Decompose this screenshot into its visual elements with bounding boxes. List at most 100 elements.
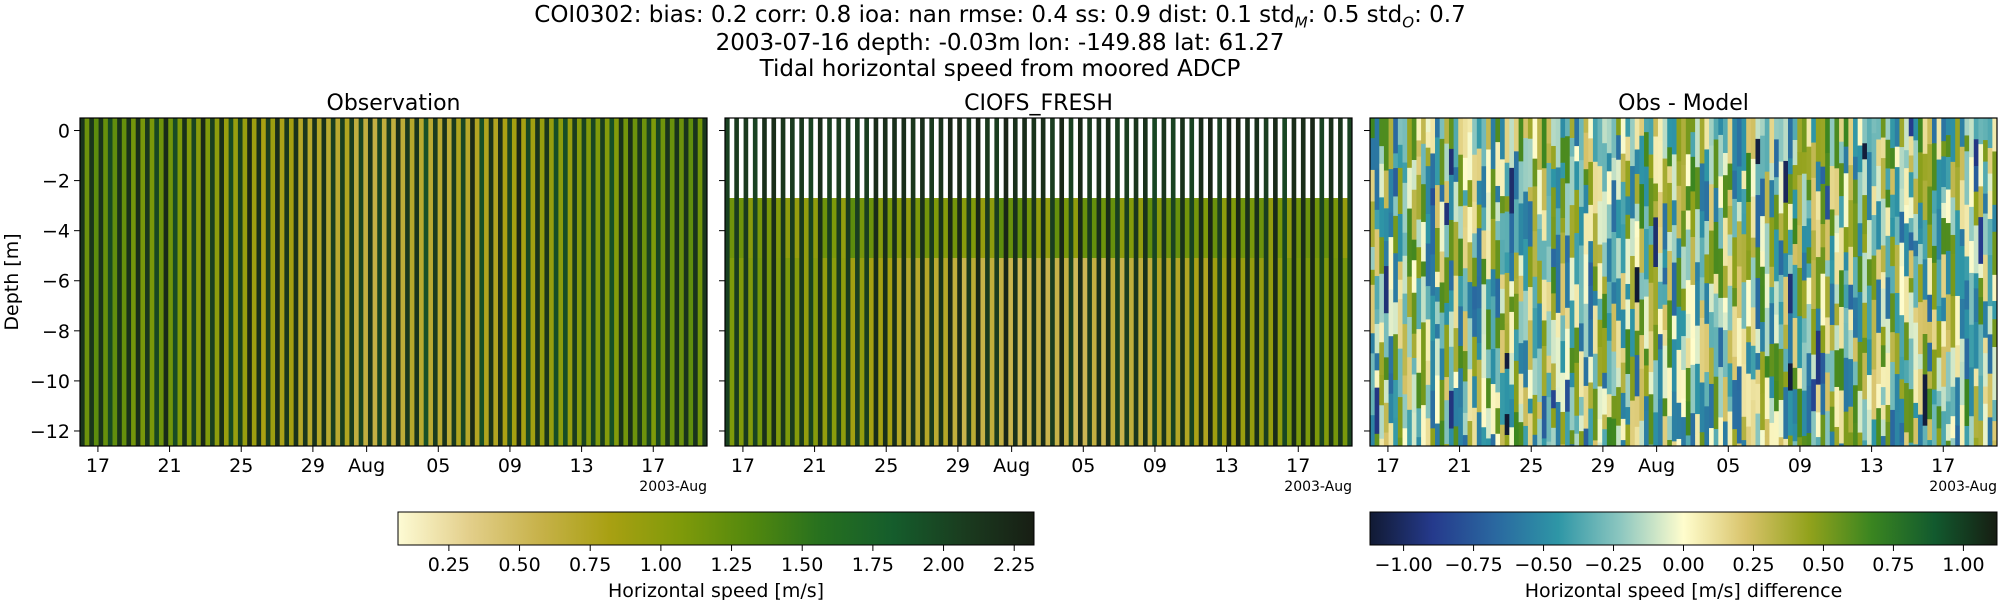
heatmap-cell bbox=[1425, 444, 1431, 447]
heatmap-cell bbox=[1736, 266, 1742, 319]
heatmap-cell bbox=[1699, 317, 1705, 340]
heatmap-stripe-top bbox=[1286, 118, 1293, 198]
heatmap-stripe bbox=[275, 118, 281, 446]
heatmap-stripe-bottom bbox=[1184, 258, 1190, 446]
heatmap-cell bbox=[1894, 167, 1900, 218]
heatmap-cell bbox=[1699, 432, 1705, 447]
heatmap-stripe bbox=[377, 118, 383, 446]
heatmap-stripe-mid bbox=[1268, 198, 1274, 258]
heatmap-cell bbox=[1551, 168, 1557, 188]
heatmap-stripe-bottom bbox=[896, 258, 902, 446]
heatmap-stripe bbox=[428, 118, 434, 446]
heatmap-cell bbox=[1774, 139, 1780, 178]
heatmap-cell bbox=[1760, 251, 1766, 268]
heatmap-cell bbox=[1880, 387, 1886, 406]
heatmap-cell bbox=[1885, 235, 1891, 278]
heatmap-cell bbox=[1955, 257, 1961, 297]
heatmap-cell bbox=[1495, 202, 1501, 222]
heatmap-stripe bbox=[330, 118, 336, 446]
heatmap-stripe bbox=[539, 118, 545, 446]
heatmap-cell bbox=[1894, 411, 1900, 447]
heatmap-cell bbox=[1718, 367, 1724, 418]
heatmap-cell bbox=[1727, 285, 1733, 331]
heatmap-cell bbox=[1546, 118, 1552, 144]
heatmap-cell bbox=[1662, 345, 1668, 399]
heatmap-cell bbox=[1866, 199, 1872, 221]
heatmap-cell bbox=[1648, 331, 1654, 373]
heatmap-cell bbox=[1713, 376, 1719, 430]
heatmap-cell bbox=[1904, 168, 1910, 206]
heatmap-cell bbox=[1778, 274, 1784, 303]
heatmap-stripe-mid bbox=[766, 198, 772, 258]
heatmap-stripe-mid bbox=[868, 198, 875, 258]
heatmap-cell bbox=[1969, 416, 1975, 447]
heatmap-cell bbox=[1727, 330, 1733, 364]
heatmap-cell bbox=[1876, 249, 1882, 280]
heatmap-cell bbox=[1620, 309, 1626, 349]
heatmap-cell bbox=[1500, 239, 1506, 275]
heatmap-cell bbox=[1467, 132, 1473, 181]
heatmap-cell bbox=[1713, 428, 1719, 447]
heatmap-cell bbox=[1397, 397, 1403, 439]
heatmap-cell bbox=[1379, 405, 1385, 440]
heatmap-stripe-bottom bbox=[822, 258, 828, 446]
heatmap-stripe bbox=[1050, 118, 1056, 446]
heatmap-cell bbox=[1481, 230, 1487, 260]
x-tick-label: 05 bbox=[1071, 455, 1095, 477]
colorbar-tick-label: 0.25 bbox=[428, 554, 470, 576]
heatmap-cell bbox=[1402, 182, 1408, 234]
heatmap-stripe-bottom bbox=[841, 258, 847, 446]
x-tick-label: 29 bbox=[946, 455, 970, 477]
heatmap-cell bbox=[1574, 233, 1580, 285]
heatmap-cell bbox=[1931, 389, 1938, 405]
heatmap-cell bbox=[1509, 296, 1515, 313]
heatmap-cell bbox=[1936, 259, 1942, 307]
heatmap-cell bbox=[1987, 118, 1993, 149]
heatmap-cell bbox=[1704, 149, 1710, 182]
heatmap-cell bbox=[1565, 235, 1571, 263]
heatmap-stripe-bottom bbox=[1305, 258, 1311, 446]
heatmap-cell bbox=[1904, 383, 1910, 433]
heatmap-cell bbox=[1513, 329, 1520, 362]
heatmap-cell bbox=[1541, 279, 1547, 321]
heatmap-stripe bbox=[827, 118, 833, 446]
heatmap-stripe-top bbox=[1305, 118, 1311, 198]
heatmap-stripe-mid bbox=[1305, 198, 1311, 258]
heatmap-cell bbox=[1513, 199, 1520, 253]
heatmap-cell bbox=[1435, 287, 1441, 303]
heatmap-cell bbox=[1379, 146, 1385, 165]
heatmap-stripe bbox=[1031, 118, 1037, 446]
heatmap-cell bbox=[1959, 361, 1965, 406]
heatmap-cell bbox=[1908, 338, 1914, 390]
colorbar-tick-label: 1.00 bbox=[1942, 554, 1984, 576]
heatmap-cell bbox=[1411, 118, 1417, 161]
heatmap-cell bbox=[1801, 436, 1807, 447]
heatmap-cell bbox=[1736, 221, 1742, 267]
heatmap-stripe bbox=[600, 118, 606, 446]
x-tick-label: 17 bbox=[1931, 455, 1955, 477]
heatmap-cell bbox=[1500, 274, 1506, 290]
heatmap-stripe-mid bbox=[748, 198, 754, 258]
heatmap-stripe bbox=[697, 118, 703, 446]
heatmap-cell bbox=[1978, 297, 1984, 325]
heatmap-cell bbox=[1407, 208, 1413, 263]
heatmap-stripe bbox=[901, 118, 907, 446]
heatmap-cell bbox=[1532, 308, 1538, 359]
heatmap-cell bbox=[1616, 367, 1622, 388]
heatmap-cell bbox=[1657, 349, 1663, 400]
heatmap-stripe bbox=[1180, 118, 1186, 446]
heatmap-stripe bbox=[516, 118, 522, 446]
heatmap-cell bbox=[1788, 313, 1794, 364]
heatmap-cell bbox=[1760, 118, 1766, 137]
heatmap-cell bbox=[1690, 338, 1696, 366]
heatmap-stripe bbox=[140, 118, 146, 446]
heatmap-cell bbox=[1588, 408, 1594, 447]
heatmap-cell bbox=[1964, 135, 1970, 152]
heatmap-cell bbox=[1467, 369, 1473, 422]
heatmap-cell bbox=[1421, 370, 1427, 406]
heatmap-cell bbox=[1908, 250, 1914, 279]
heatmap-cell bbox=[1797, 225, 1803, 269]
heatmap-stripe bbox=[470, 118, 476, 446]
heatmap-cell bbox=[1983, 213, 1989, 256]
heatmap-cell bbox=[1973, 273, 1979, 289]
